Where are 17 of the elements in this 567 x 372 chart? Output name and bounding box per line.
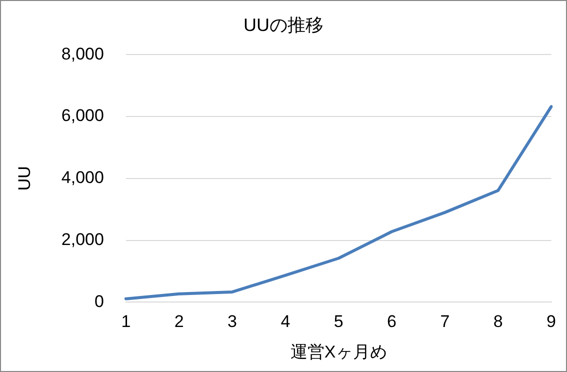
x-tick-label: 1 xyxy=(121,312,131,332)
x-tick-label: 8 xyxy=(493,312,503,332)
chart-title: UUの推移 xyxy=(244,14,324,35)
x-tick-label: 6 xyxy=(387,312,397,332)
y-tick-label: 2,000 xyxy=(61,230,104,249)
x-axis-title: 運営Xヶ月め xyxy=(290,342,387,362)
y-tick-label: 6,000 xyxy=(61,106,104,126)
y-axis-title: UU xyxy=(14,166,34,191)
y-tick-label: 8,000 xyxy=(61,44,104,64)
x-tick-label: 3 xyxy=(228,312,238,332)
x-tick-label: 7 xyxy=(440,312,450,332)
y-tick-label: 4,000 xyxy=(61,168,104,188)
x-tick-label: 2 xyxy=(174,312,184,332)
x-tick-label: 4 xyxy=(280,312,290,332)
x-tick-label: 5 xyxy=(334,312,344,332)
x-tick-label: 9 xyxy=(546,312,556,332)
y-tick-label: 0 xyxy=(94,292,104,311)
